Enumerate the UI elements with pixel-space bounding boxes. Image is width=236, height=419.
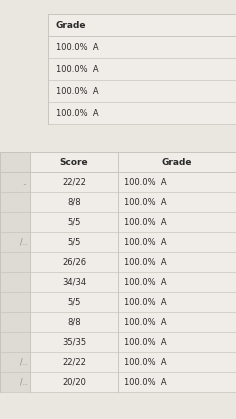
Text: 8/8: 8/8 [67,318,81,326]
Text: 100.0%  A: 100.0% A [124,378,167,386]
Text: 22/22: 22/22 [62,357,86,367]
Text: 100.0%  A: 100.0% A [124,277,167,287]
Text: 34/34: 34/34 [62,277,86,287]
Text: 100.0%  A: 100.0% A [124,197,167,207]
Text: 35/35: 35/35 [62,337,86,347]
Text: 100.0%  A: 100.0% A [124,238,167,246]
Text: 22/22: 22/22 [62,178,86,186]
Text: /..: /.. [20,378,27,386]
Text: 100.0%  A: 100.0% A [124,297,167,307]
Text: /..: /.. [20,238,27,246]
Text: Grade: Grade [162,158,192,166]
Text: 100.0%  A: 100.0% A [124,217,167,227]
Text: 5/5: 5/5 [67,238,81,246]
Bar [30,152,236,392]
Text: 100.0%  A: 100.0% A [56,42,99,52]
Text: 5/5: 5/5 [67,297,81,307]
Bar [0,152,30,392]
Text: 20/20: 20/20 [62,378,86,386]
Text: ..: .. [22,178,27,186]
Text: 100.0%  A: 100.0% A [56,86,99,96]
Text: Score: Score [60,158,88,166]
Text: 100.0%  A: 100.0% A [56,65,99,73]
Text: 5/5: 5/5 [67,217,81,227]
Text: 8/8: 8/8 [67,197,81,207]
Text: Grade: Grade [56,21,87,29]
Text: /..: /.. [20,357,27,367]
Text: 100.0%  A: 100.0% A [124,337,167,347]
Text: 26/26: 26/26 [62,258,86,266]
Text: 100.0%  A: 100.0% A [124,318,167,326]
Bar [48,14,236,124]
Text: 100.0%  A: 100.0% A [124,178,167,186]
Text: 100.0%  A: 100.0% A [124,357,167,367]
Text: 100.0%  A: 100.0% A [56,109,99,117]
Text: 100.0%  A: 100.0% A [124,258,167,266]
